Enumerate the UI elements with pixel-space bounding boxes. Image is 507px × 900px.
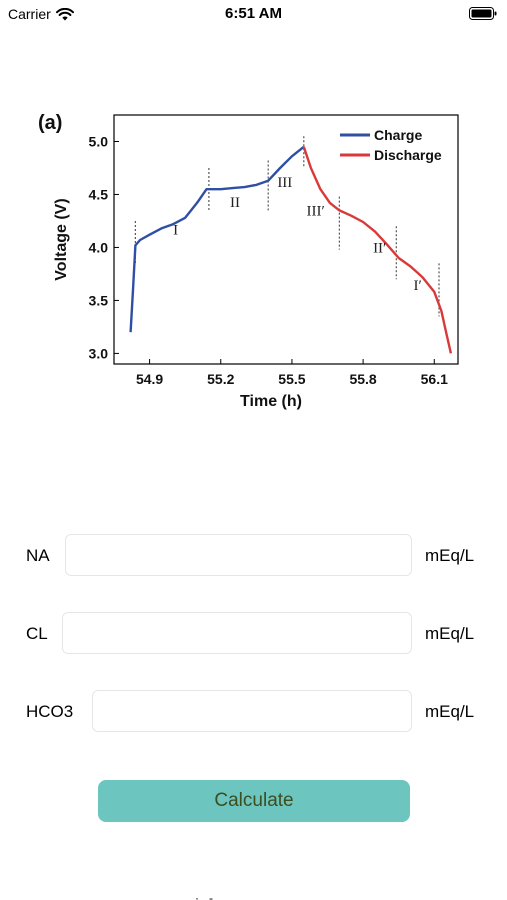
region-annotation: II′ [373, 241, 386, 257]
y-tick-label: 4.0 [89, 239, 109, 255]
na-input[interactable] [65, 534, 412, 576]
hco3-unit: mEq/L [425, 702, 475, 721]
hco3-input[interactable] [92, 690, 412, 732]
legend-label-discharge: Discharge [374, 147, 442, 163]
legend-label-charge: Charge [374, 127, 422, 143]
region-annotation: II [230, 195, 240, 211]
region-annotation: III′ [307, 204, 325, 220]
na-row: NA mEq/L [0, 534, 507, 578]
cl-input[interactable] [62, 612, 412, 654]
region-annotation: I [173, 223, 178, 239]
hco3-label: HCO3 [26, 702, 74, 721]
y-tick-label: 5.0 [89, 133, 109, 149]
series-line-discharge [302, 146, 453, 354]
bottom-glyph: · . - [195, 891, 213, 900]
hco3-row: HCO3 mEq/L [0, 690, 507, 734]
x-tick-label: 54.9 [136, 371, 163, 387]
voltage-chart-svg: (a) 3.0 3.5 4.0 4.5 5.0 54.9 55.2 55.5 55.8 56.1 Ti… [38, 112, 459, 410]
status-bar: Carrier 6:51 AM [0, 0, 507, 28]
na-unit: mEq/L [425, 546, 475, 565]
cl-unit: mEq/L [425, 624, 475, 643]
battery-icon [469, 7, 497, 20]
y-tick-label: 3.0 [89, 345, 109, 361]
na-label: NA [26, 546, 50, 565]
cl-label: CL [26, 624, 48, 643]
cl-row: CL mEq/L [0, 612, 507, 656]
y-tick-label: 4.5 [89, 186, 109, 202]
voltage-chart: (a) 3.0 3.5 4.0 4.5 5.0 54.9 55.2 55.5 55.8 56.1 Ti… [30, 105, 470, 425]
series-line-charge [129, 145, 305, 333]
y-tick-label: 3.5 [89, 292, 109, 308]
x-axis-label: Time (h) [240, 393, 302, 410]
carrier-info: Carrier [8, 6, 74, 22]
wifi-icon [55, 7, 74, 20]
x-tick-label: 56.1 [421, 371, 448, 387]
panel-label: (a) [38, 112, 62, 134]
carrier-label: Carrier [8, 6, 51, 22]
x-tick-label: 55.5 [278, 371, 305, 387]
region-annotation: I′ [414, 278, 422, 294]
plot-frame [113, 114, 459, 365]
x-tick-label: 55.8 [349, 371, 376, 387]
region-annotation: III [277, 175, 292, 191]
y-axis-label: Voltage (V) [53, 198, 70, 280]
calculate-button[interactable]: Calculate [98, 780, 410, 822]
x-tick-label: 55.2 [207, 371, 234, 387]
status-time: 6:51 AM [225, 5, 282, 22]
